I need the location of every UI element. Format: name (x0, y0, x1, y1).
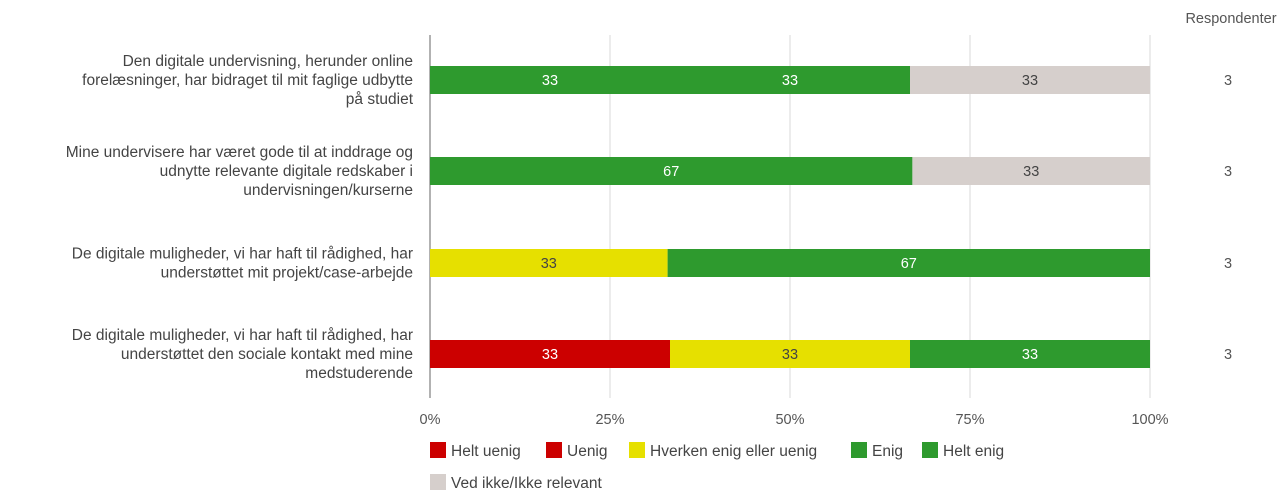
respondent-count: 3 (1224, 164, 1232, 180)
bar-value-label: 33 (541, 256, 557, 272)
x-tick-label: 75% (955, 412, 984, 428)
bar-segment (430, 340, 670, 368)
question-labels: Den digitale undervisning, herunder onli… (66, 53, 414, 382)
respondent-count: 3 (1224, 73, 1232, 89)
x-tick-label: 0% (420, 412, 441, 428)
bar-segment (912, 157, 1150, 185)
question-label: De digitale muligheder, vi har haft til … (72, 327, 413, 382)
legend-swatch (430, 442, 446, 458)
question-label: De digitale muligheder, vi har haft til … (72, 246, 413, 282)
respondents-header: Respondenter (1185, 11, 1276, 27)
bar-value-label: 33 (542, 347, 558, 363)
legend-label: Helt enig (943, 443, 1004, 460)
legend-label: Ved ikke/Ikke relevant (451, 475, 602, 492)
grid-lines (429, 35, 1151, 398)
bar-segment (430, 249, 668, 277)
legend-swatch (430, 474, 446, 490)
bar-value-label: 33 (782, 73, 798, 89)
bar-value-label: 33 (1022, 73, 1038, 89)
respondent-count: 3 (1224, 347, 1232, 363)
bar-value-label: 33 (1022, 347, 1038, 363)
legend: Helt uenig Uenig Hverken enig eller uenig E… (430, 442, 1004, 492)
respondent-counts: 3 3 3 3 (1224, 73, 1232, 363)
x-axis-ticks: 0% 25% 50% 75% 100% (420, 412, 1169, 428)
question-label: Mine undervisere har været gode til at i… (66, 144, 413, 199)
bar-segment (670, 340, 910, 368)
x-tick-label: 50% (775, 412, 804, 428)
bar-value-label: 67 (901, 256, 917, 272)
legend-label: Helt uenig (451, 443, 521, 460)
bars: 33 33 33 67 33 33 67 33 33 33 (430, 66, 1150, 368)
legend-swatch (851, 442, 867, 458)
x-tick-label: 100% (1131, 412, 1168, 428)
respondent-count: 3 (1224, 256, 1232, 272)
question-label: Den digitale undervisning, herunder onli… (82, 53, 414, 108)
bar-value-label: 33 (1023, 164, 1039, 180)
bar-segment (910, 66, 1150, 94)
legend-label: Enig (872, 443, 903, 460)
legend-swatch (922, 442, 938, 458)
bar-segment (667, 249, 1150, 277)
bar-value-label: 67 (663, 164, 679, 180)
legend-label: Hverken enig eller uenig (650, 443, 817, 460)
bar-segment (670, 66, 910, 94)
bar-segment (910, 340, 1150, 368)
legend-swatch (629, 442, 645, 458)
legend-swatch (546, 442, 562, 458)
bar-segment (430, 157, 913, 185)
bar-value-label: 33 (782, 347, 798, 363)
legend-label: Uenig (567, 443, 608, 460)
bar-segment (430, 66, 670, 94)
bar-value-label: 33 (542, 73, 558, 89)
x-tick-label: 25% (595, 412, 624, 428)
